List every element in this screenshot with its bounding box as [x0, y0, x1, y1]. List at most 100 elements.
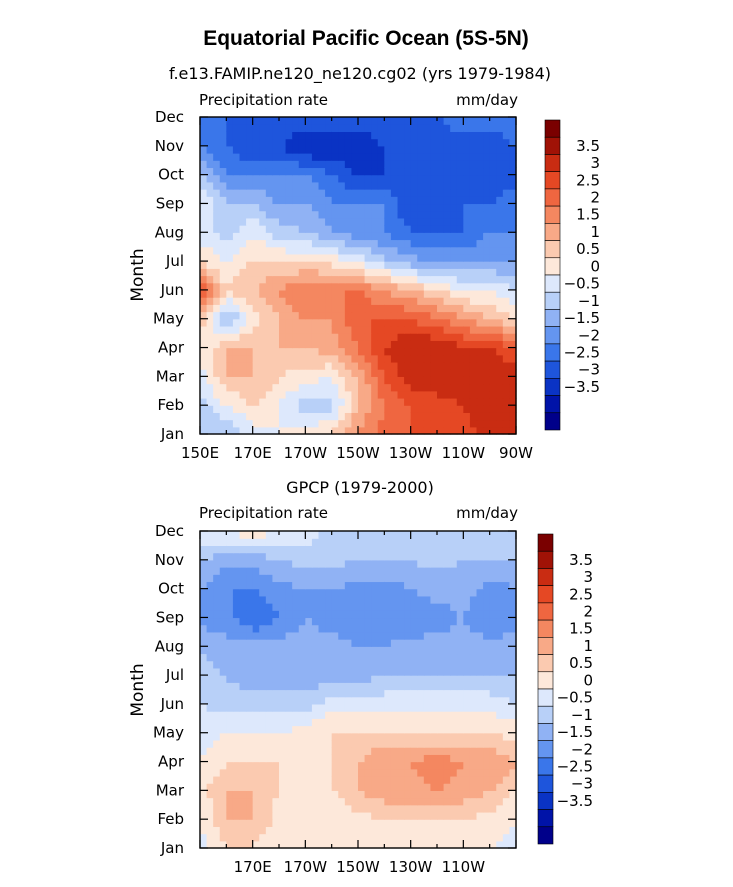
heat-cell: [502, 552, 511, 561]
heat-cell: [358, 610, 366, 619]
heat-cell: [410, 333, 418, 341]
heat-cell: [489, 732, 497, 741]
heat-cell: [259, 675, 267, 683]
heat-cell: [377, 196, 385, 205]
heat-cell: [417, 145, 425, 154]
heat-cell: [259, 117, 267, 125]
heat-cell: [285, 559, 293, 568]
heat-cell: [318, 574, 326, 583]
heat-cell: [404, 689, 412, 698]
heat-cell: [450, 819, 458, 827]
heat-cell: [509, 588, 517, 597]
heat-cell: [410, 419, 418, 428]
heat-cell: [463, 383, 471, 392]
heat-cell: [423, 419, 432, 428]
heat-cell: [219, 390, 227, 399]
heat-cell: [377, 361, 385, 370]
heat-cell: [232, 189, 241, 197]
heat-cell: [298, 181, 306, 190]
heat-cell: [437, 181, 445, 190]
heat-cell: [285, 340, 293, 349]
colorbar-label: 0: [583, 671, 593, 689]
heat-cell: [483, 282, 491, 291]
heat-cell: [410, 131, 418, 140]
heat-cell: [213, 361, 221, 370]
heat-cell: [423, 196, 432, 205]
heat-cell: [344, 840, 353, 849]
heat-cell: [331, 340, 339, 349]
heat-cell: [450, 217, 458, 226]
heat-cell: [509, 603, 517, 611]
heat-cell: [305, 239, 313, 248]
heat-cell: [502, 783, 511, 791]
heat-cell: [358, 574, 366, 583]
heat-cell: [417, 768, 425, 777]
heat-cell: [496, 275, 504, 284]
heat-cell: [219, 732, 227, 741]
heat-cell: [437, 833, 445, 842]
heat-cell: [338, 210, 346, 219]
heat-cell: [443, 376, 451, 385]
heat-cell: [285, 595, 293, 604]
heat-cell: [410, 840, 418, 849]
heat-cell: [437, 210, 445, 219]
heat-cell: [259, 653, 267, 662]
heat-cell: [423, 603, 432, 611]
heat-cell: [272, 181, 280, 190]
heat-cell: [325, 639, 333, 647]
heat-cell: [246, 426, 254, 435]
heat-cell: [496, 145, 504, 154]
heat-cell: [285, 318, 293, 327]
heat-cell: [430, 819, 438, 827]
heat-cell: [252, 624, 260, 633]
heat-cell: [364, 588, 372, 597]
heat-cell: [423, 304, 432, 313]
heat-cell: [364, 617, 372, 626]
heat-cell: [219, 397, 227, 406]
heat-cell: [443, 703, 451, 712]
heat-cell: [246, 318, 254, 327]
heat-cell: [246, 181, 254, 190]
heat-cell: [318, 617, 326, 626]
heat-cell: [344, 538, 353, 546]
heat-cell: [259, 703, 267, 712]
heat-cell: [351, 318, 359, 327]
heat-cell: [200, 131, 208, 140]
heat-cell: [219, 660, 227, 669]
heat-cell: [483, 361, 491, 370]
heat-cell: [397, 725, 405, 734]
heat-cell: [390, 383, 399, 392]
heat-cell: [483, 124, 491, 132]
heat-cell: [338, 783, 346, 791]
heat-cell: [358, 203, 366, 212]
heat-cell: [206, 588, 214, 597]
heat-cell: [265, 325, 274, 334]
heat-cell: [219, 567, 227, 575]
heat-cell: [338, 189, 346, 197]
heat-cell: [502, 390, 511, 399]
heat-cell: [259, 732, 267, 741]
heat-cell: [285, 268, 293, 277]
heat-cell: [292, 675, 300, 683]
heat-cell: [292, 732, 300, 741]
heat-cell: [437, 167, 445, 176]
heat-cell: [483, 732, 491, 741]
heat-cell: [318, 174, 326, 183]
heat-cell: [377, 639, 385, 647]
heat-cell: [265, 217, 274, 226]
heat-cell: [226, 282, 234, 291]
heat-cell: [390, 253, 399, 262]
heat-cell: [397, 531, 405, 539]
heat-cell: [200, 376, 208, 385]
heat-cell: [496, 232, 504, 241]
heat-cell: [298, 246, 306, 255]
heat-cell: [272, 639, 280, 647]
heat-cell: [200, 225, 208, 233]
heat-cell: [450, 239, 458, 248]
heat-cell: [502, 531, 511, 539]
heat-cell: [437, 369, 445, 377]
heat-cell: [246, 761, 254, 770]
heat-cell: [285, 538, 293, 546]
heat-cell: [246, 383, 254, 392]
colorbar-label: 2.5: [569, 585, 593, 603]
